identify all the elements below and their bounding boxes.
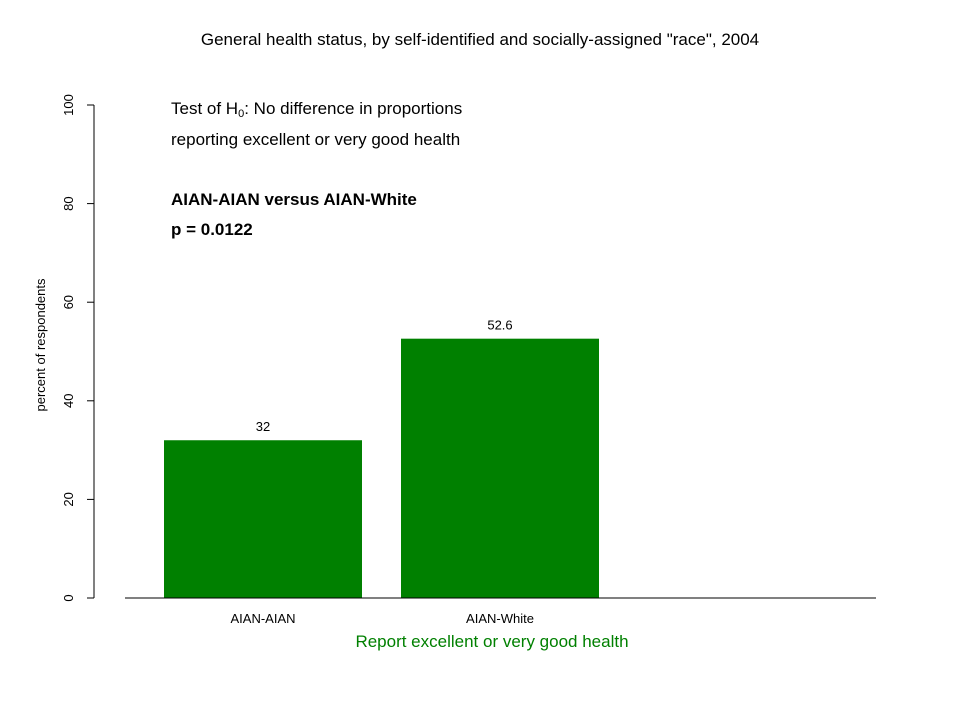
y-tick-label: 0 — [61, 594, 76, 601]
y-axis: 0 20 40 60 80 100 — [61, 94, 95, 602]
hypothesis-annotation: Test of H0: No difference in proportions — [171, 99, 462, 120]
bar-aian-aian — [164, 440, 362, 598]
y-axis-label: percent of respondents — [33, 278, 48, 411]
hypothesis-prefix: Test of H — [171, 99, 239, 118]
bars: 32 AIAN-AIAN 52.6 AIAN-White — [164, 318, 599, 626]
hypothesis-line-2: reporting excellent or very good health — [171, 130, 461, 149]
x-axis-label: Report excellent or very good health — [355, 632, 628, 651]
y-tick-label: 40 — [61, 394, 76, 408]
chart-title: General health status, by self-identifie… — [200, 30, 760, 49]
y-tick-label: 20 — [61, 492, 76, 506]
y-tick-label: 60 — [61, 295, 76, 309]
y-tick-label: 80 — [61, 196, 76, 210]
hypothesis-suffix: : No difference in proportions — [244, 99, 463, 118]
data-label: 52.6 — [487, 318, 512, 333]
p-value-annotation: p = 0.0122 — [171, 220, 253, 239]
x-category-label: AIAN-AIAN — [230, 611, 295, 626]
hypothesis-subscript: 0 — [238, 108, 245, 120]
comparison-annotation: AIAN-AIAN versus AIAN-White — [171, 190, 417, 209]
y-tick-label: 100 — [61, 94, 76, 116]
bar-aian-white — [401, 338, 599, 598]
data-label: 32 — [256, 419, 270, 434]
x-category-label: AIAN-White — [466, 611, 534, 626]
